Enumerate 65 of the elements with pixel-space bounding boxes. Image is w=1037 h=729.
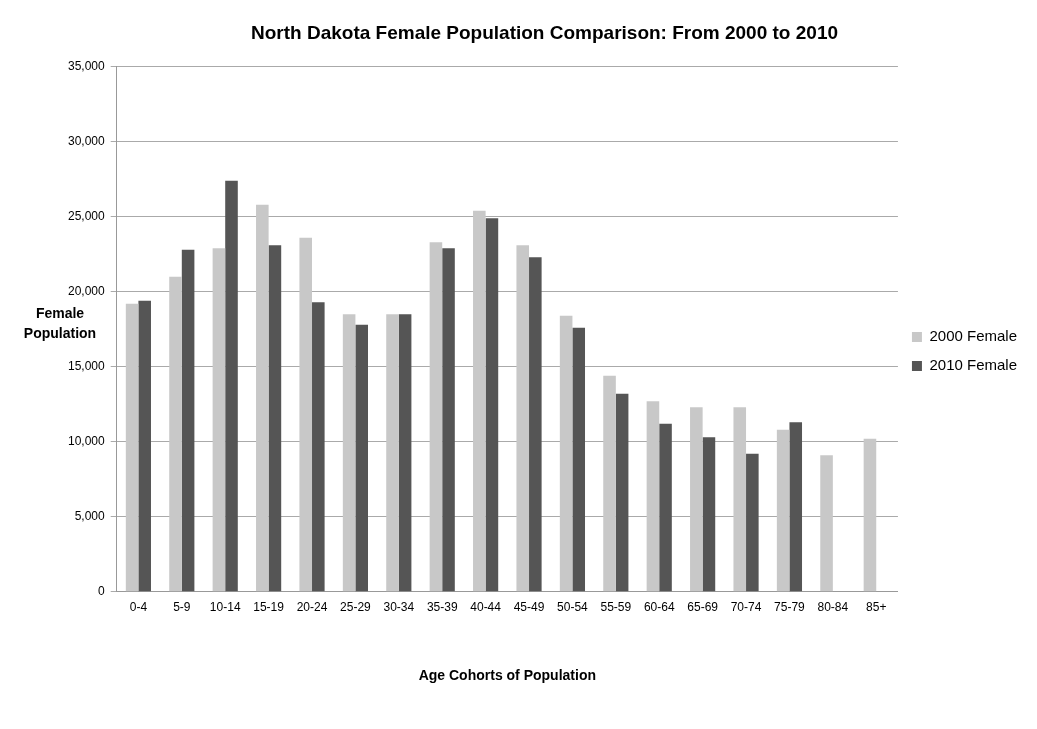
x-tick-label: 40-44 — [470, 600, 502, 615]
legend-label: 2010 Female — [929, 356, 1018, 374]
bar — [820, 455, 833, 592]
bar — [702, 437, 716, 592]
x-tick-label: 5-9 — [173, 600, 191, 615]
x-tick-label: 70-74 — [730, 600, 762, 615]
y-tick-label: 15,000 — [68, 359, 106, 374]
y-tick-label: 0 — [98, 584, 106, 599]
y-tick-label: 10,000 — [68, 434, 106, 449]
y-tick-label: 5,000 — [74, 509, 106, 524]
bar — [776, 429, 790, 592]
bar — [603, 375, 616, 592]
bar — [516, 245, 530, 592]
x-tick-label: 80-84 — [817, 600, 849, 615]
x-tick-label: 15-19 — [253, 600, 285, 615]
x-tick-label: 35-39 — [426, 600, 458, 615]
bar — [733, 407, 747, 592]
x-tick-label: 25-29 — [340, 600, 372, 615]
chart-title: North Dakota Female Population Comparison: From 2000 to 2010 — [250, 21, 839, 43]
bar — [212, 248, 226, 592]
bar — [225, 180, 238, 592]
bar — [615, 393, 629, 592]
x-tick-label: 45-49 — [513, 600, 545, 615]
x-axis-title: Age Cohorts of Population — [418, 667, 596, 684]
bar — [125, 303, 139, 592]
bar — [529, 257, 542, 592]
bar — [863, 438, 877, 592]
x-tick-label: 50-54 — [557, 600, 589, 615]
x-tick-label: 65-69 — [687, 600, 719, 615]
bar — [138, 300, 151, 592]
x-tick-label: 0-4 — [129, 600, 148, 615]
bar — [572, 327, 586, 592]
x-tick-label: 60-64 — [643, 600, 675, 615]
bar — [789, 422, 803, 592]
bar — [473, 210, 486, 592]
x-tick-label: 75-79 — [774, 600, 806, 615]
bar — [169, 276, 182, 592]
bar — [398, 314, 412, 592]
y-tick-label: 25,000 — [68, 209, 106, 224]
legend-label: 2000 Female — [929, 327, 1018, 345]
x-tick-label: 10-14 — [209, 600, 241, 615]
bar — [746, 453, 759, 592]
y-tick-label: 20,000 — [68, 284, 106, 299]
bar — [355, 324, 368, 592]
x-tick-label: 20-24 — [296, 600, 328, 615]
x-tick-label: 30-34 — [383, 600, 415, 615]
y-tick-label: 30,000 — [68, 134, 106, 149]
bar — [256, 204, 269, 592]
bar — [342, 314, 356, 592]
bar — [181, 249, 195, 592]
bar — [659, 423, 672, 592]
x-tick-label: 55-59 — [600, 600, 632, 615]
bar — [442, 248, 455, 592]
y-tick-label: 35,000 — [68, 59, 106, 74]
bar — [312, 302, 325, 592]
bar — [386, 314, 399, 592]
bar — [429, 242, 443, 592]
bar — [299, 237, 313, 592]
y-axis-title: Female Population — [23, 305, 97, 342]
bar — [268, 245, 282, 592]
bar — [485, 218, 499, 592]
bar — [559, 315, 573, 592]
bar — [690, 407, 703, 592]
bar — [646, 401, 660, 592]
x-tick-label: 85+ — [866, 600, 887, 615]
